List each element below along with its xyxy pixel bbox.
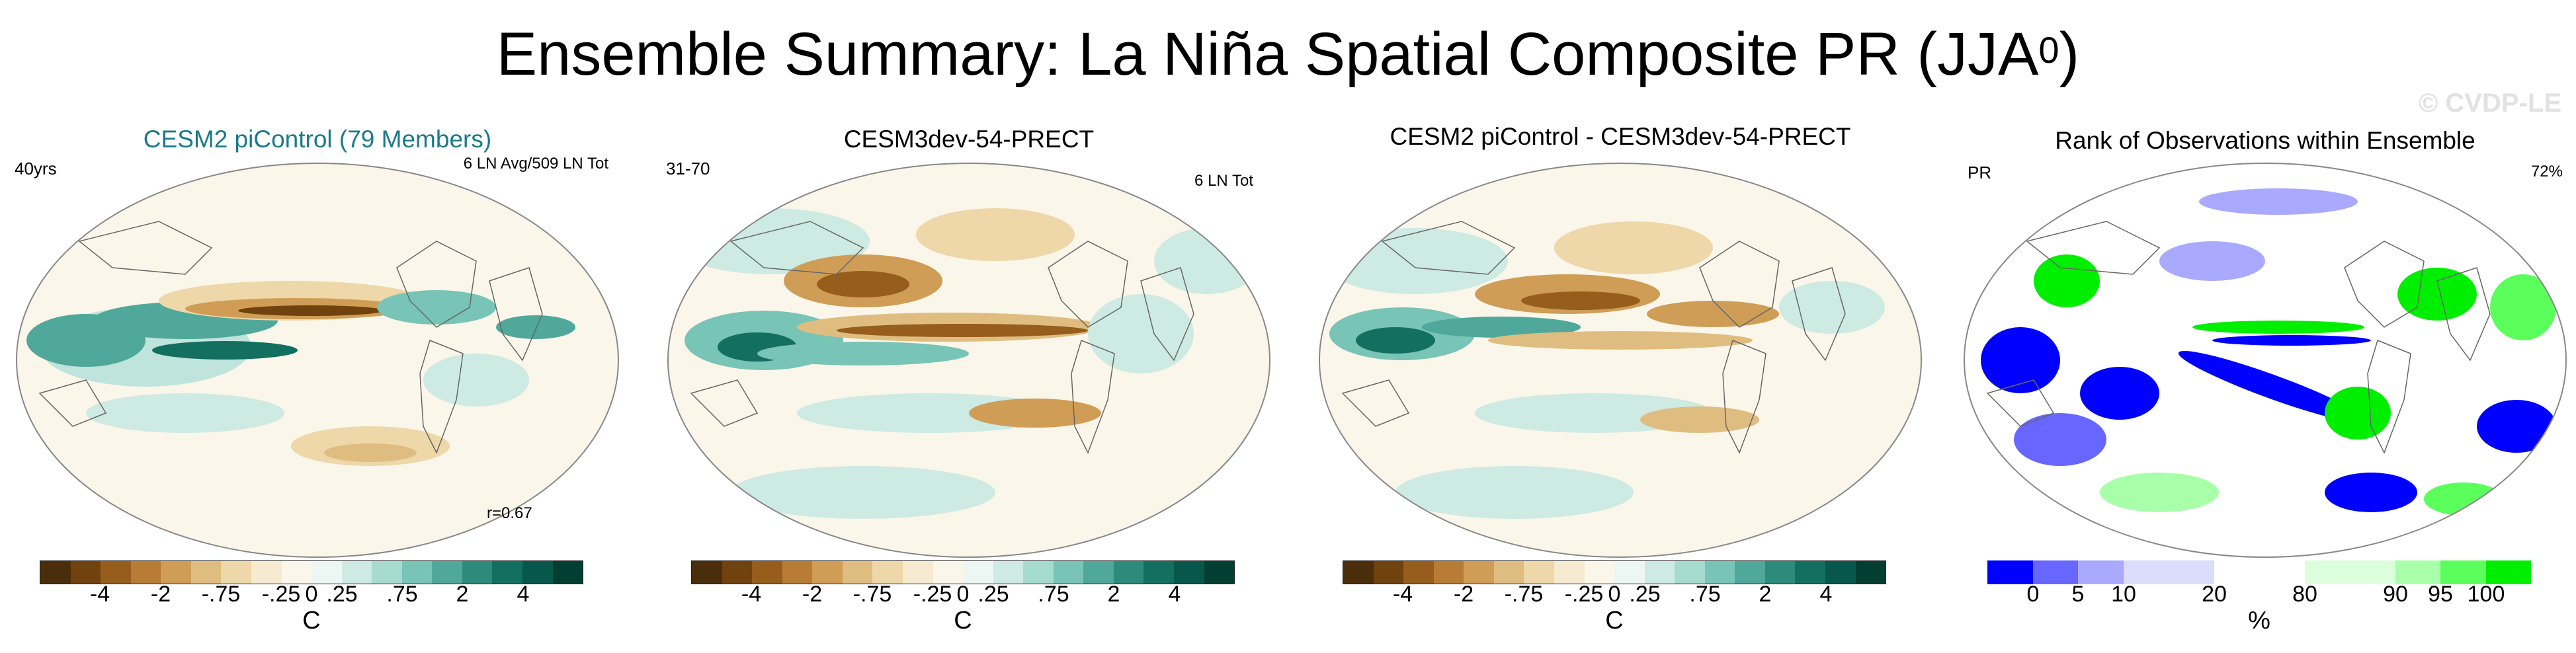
- colorbar-unit: C: [302, 607, 321, 634]
- percent-label: 72%: [2530, 163, 2563, 180]
- rank-tick: 0: [2026, 582, 2040, 607]
- colorbar-tick: 2: [1107, 582, 1120, 607]
- colorbar-tick: -.75: [1504, 582, 1544, 607]
- colorbar-tick: -4: [741, 582, 762, 607]
- panel-title: CESM2 piControl (79 Members): [143, 126, 492, 153]
- colorbar-tick: -4: [89, 582, 110, 607]
- panel-rank: Rank of Observations within Ensemble PR …: [1954, 119, 2576, 653]
- rank-tick: 90: [2383, 582, 2408, 607]
- panel-ensemble-mean: CESM2 piControl (79 Members) 40yrs 6 LN …: [7, 119, 628, 653]
- rank-tick: 80: [2292, 582, 2317, 607]
- events-label: 6 LN Tot: [1194, 172, 1253, 190]
- colorbar-tick: 0: [1608, 582, 1621, 607]
- colorbar: [40, 560, 583, 584]
- events-label: 6 LN Avg/509 LN Tot: [463, 155, 608, 173]
- colorbar-tick: .75: [1689, 582, 1721, 607]
- colorbar: [691, 560, 1235, 584]
- colorbar-tick: 4: [1168, 582, 1181, 607]
- years-label: 31-70: [666, 159, 710, 178]
- variable-label: PR: [1968, 163, 1992, 182]
- composite-map: [1319, 163, 1922, 558]
- colorbar-tick: 2: [456, 582, 469, 607]
- cvdp-watermark: © CVDP-LE: [2418, 89, 2561, 118]
- colorbar-tick: -2: [802, 582, 823, 607]
- rank-colorbar: [1987, 560, 2531, 584]
- panel-difference: CESM2 piControl - CESM3dev-54-PRECT: [1309, 119, 1931, 653]
- years-label: 40yrs: [15, 159, 57, 178]
- colorbar-tick: -2: [1453, 582, 1474, 607]
- colorbar-tick: 0: [305, 582, 318, 607]
- colorbar-tick: 4: [517, 582, 530, 607]
- panel-title: Rank of Observations within Ensemble: [2055, 127, 2475, 154]
- rank-tick: 10: [2111, 582, 2136, 607]
- panel-title: CESM2 piControl - CESM3dev-54-PRECT: [1390, 123, 1851, 150]
- colorbar: [1343, 560, 1886, 584]
- rank-tick: 5: [2071, 582, 2085, 607]
- colorbar-tick: .75: [1038, 582, 1069, 607]
- colorbar-tick: -.75: [201, 582, 241, 607]
- composite-map: [667, 163, 1270, 558]
- colorbar-tick: -.25: [261, 582, 301, 607]
- rank-tick: 100: [2467, 582, 2505, 607]
- colorbar-tick: -4: [1392, 582, 1413, 607]
- correlation-label: r=0.67: [487, 504, 532, 522]
- rank-tick: 95: [2428, 582, 2453, 607]
- panel-model: CESM3dev-54-PRECT 31-70 6 LN Tot: [658, 119, 1280, 653]
- colorbar-tick: 4: [1819, 582, 1833, 607]
- colorbar-unit: C: [954, 607, 972, 634]
- colorbar-tick: -.25: [1564, 582, 1604, 607]
- colorbar-tick: -2: [150, 582, 171, 607]
- figure-title: Ensemble Summary: La Niña Spatial Compos…: [496, 20, 2080, 88]
- colorbar-tick: 0: [956, 582, 970, 607]
- rank-map: [1964, 163, 2567, 558]
- colorbar-tick: .25: [1629, 582, 1661, 607]
- colorbar-tick: -.75: [852, 582, 892, 607]
- composite-map: [16, 163, 619, 558]
- panel-title: CESM3dev-54-PRECT: [843, 126, 1095, 153]
- colorbar-tick: .25: [977, 582, 1009, 607]
- colorbar-tick: 2: [1759, 582, 1772, 607]
- colorbar-unit: C: [1605, 607, 1624, 634]
- colorbar-tick: .75: [386, 582, 418, 607]
- colorbar-tick: .25: [326, 582, 358, 607]
- rank-tick: 20: [2202, 582, 2227, 607]
- colorbar-unit: %: [2248, 607, 2270, 634]
- colorbar-tick: -.25: [913, 582, 952, 607]
